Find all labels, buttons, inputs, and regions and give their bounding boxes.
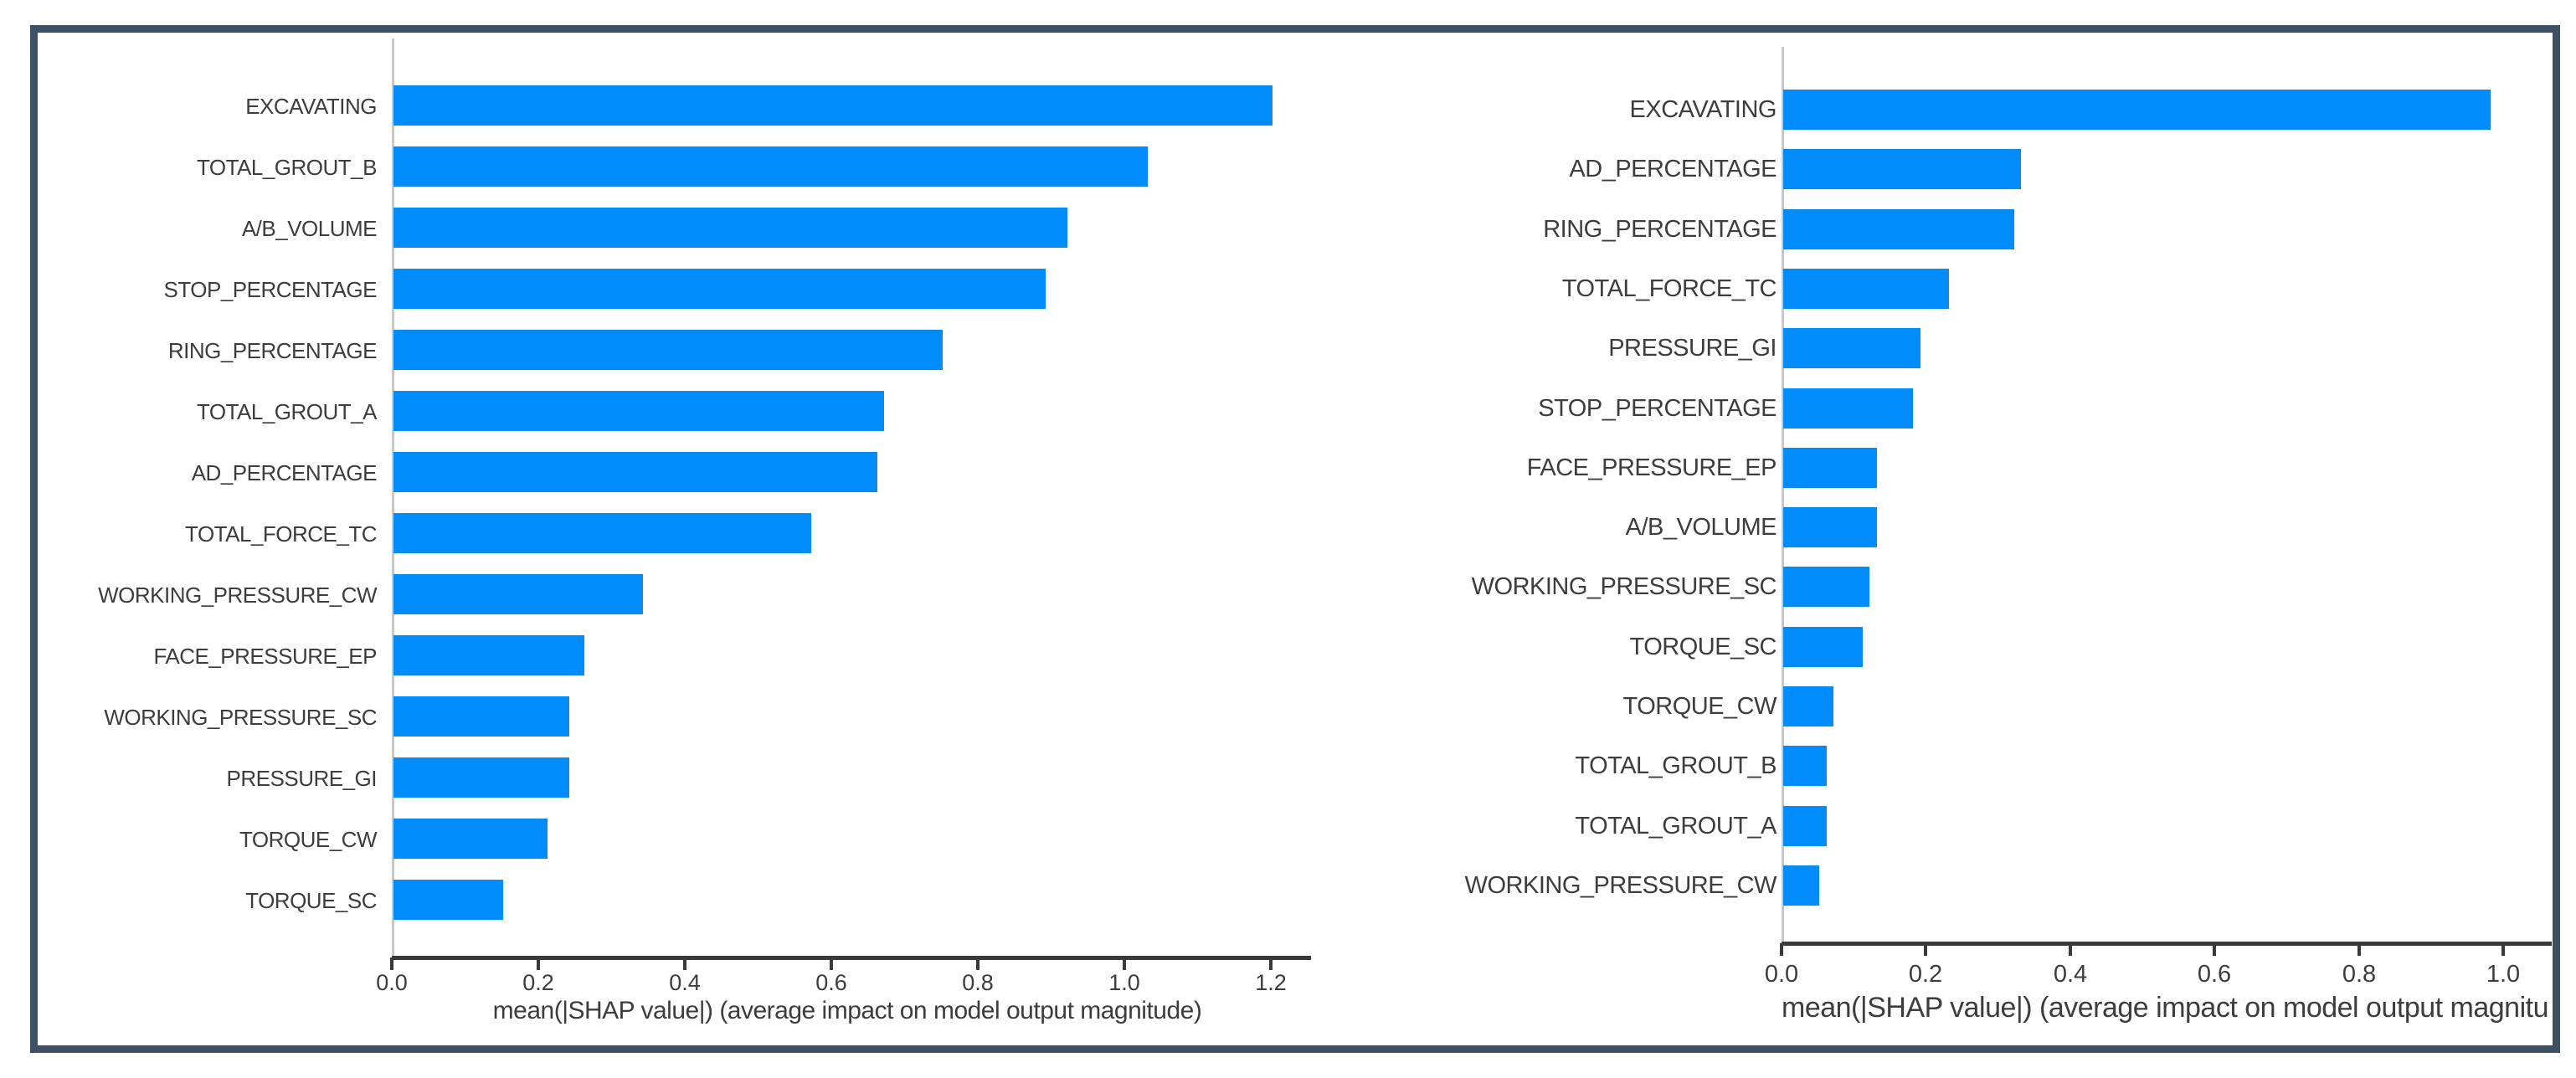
x-tick-label: 0.0 [376,970,408,995]
y-axis-spine [1782,47,1784,943]
bar-a-b-volume [393,208,1067,248]
y-axis-spine [392,38,394,957]
bar-total-grout-a [393,391,884,431]
y-tick-label: WORKING_PRESSURE_CW [98,583,377,608]
y-tick-label: TORQUE_CW [239,827,378,852]
bar-pressure-gi [1783,328,1920,368]
y-tick-label: STOP_PERCENTAGE [163,277,378,302]
x-tick-mark [390,957,393,970]
y-tick-label: TOTAL_GROUT_B [1575,752,1776,779]
bar-working-pressure-sc [1783,567,1869,607]
shap-bar-chart-right: EXCAVATING AD_PERCENTAGE RING_PERCENTAGE TO… [38,33,2552,1045]
bar-excavating [393,85,1273,126]
x-tick-mark [830,957,833,970]
x-tick-label: 0.8 [962,970,994,995]
bar-working-pressure-sc [393,696,569,737]
y-tick-label: A/B_VOLUME [241,216,378,241]
y-tick-label: A/B_VOLUME [1625,514,1777,541]
bar-total-force-tc [393,513,811,553]
y-tick-label: TOTAL_FORCE_TC [1561,275,1777,302]
y-tick-label: WORKING_PRESSURE_SC [1471,573,1777,600]
x-tick-mark [2213,943,2216,956]
bar-stop-percentage [393,269,1046,309]
y-tick-label: RING_PERCENTAGE [1543,216,1776,243]
x-tick-label: 0.6 [2197,961,2232,988]
x-tick-label: 1.2 [1255,970,1287,995]
y-tick-label: EXCAVATING [1629,96,1777,123]
y-tick-label: EXCAVATING [245,94,377,119]
y-tick-label: AD_PERCENTAGE [1569,156,1776,182]
bar-torque-cw [1783,686,1833,726]
x-tick-mark [1924,943,1927,956]
y-tick-label: TORQUE_SC [245,888,377,913]
bar-face-pressure-ep [1783,448,1877,488]
bar-working-pressure-cw [393,574,643,614]
y-tick-label: WORKING_PRESSURE_CW [1464,872,1777,899]
y-tick-label: TORQUE_CW [1622,693,1777,720]
bar-total-grout-a [1783,806,1827,846]
x-tick-mark [2357,943,2361,956]
y-tick-label: FACE_PRESSURE_EP [153,644,377,669]
x-tick-mark [976,957,979,970]
x-axis-line [392,956,1311,960]
y-tick-label: PRESSURE_GI [226,766,378,791]
bar-stop-percentage [1783,388,1913,429]
y-tick-label: WORKING_PRESSURE_SC [104,705,377,730]
y-tick-label: RING_PERCENTAGE [167,338,378,363]
x-tick-label: 0.2 [522,970,554,995]
bar-total-grout-b [1783,746,1827,786]
x-tick-label: 0.0 [1764,961,1799,988]
x-tick-mark [683,957,686,970]
x-tick-mark [537,957,540,970]
shap-bar-chart-left: EXCAVATING TOTAL_GROUT_B A/B_VOLUME STOP_PE… [38,33,2552,1045]
bar-total-grout-b [393,146,1148,187]
bar-torque-sc [1783,627,1863,667]
y-tick-label: TORQUE_SC [1629,634,1777,660]
x-tick-mark [2069,943,2072,956]
x-tick-mark [2501,943,2505,956]
x-axis-title: mean(|SHAP value|) (average impact on mo… [492,997,1202,1024]
x-tick-label: 0.6 [815,970,847,995]
bar-face-pressure-ep [393,635,584,675]
x-tick-mark [1123,957,1126,970]
bar-a-b-volume [1783,507,1877,547]
x-axis-line [1782,942,2552,946]
bar-ring-percentage [1783,209,2014,249]
y-tick-label: TOTAL_GROUT_A [1575,813,1776,839]
x-tick-label: 1.0 [2486,961,2521,988]
y-tick-label: TOTAL_GROUT_B [196,155,378,180]
y-tick-label: TOTAL_GROUT_A [196,399,378,424]
x-tick-label: 0.8 [2342,961,2377,988]
x-tick-label: 0.2 [1908,961,1943,988]
y-tick-label: STOP_PERCENTAGE [1538,395,1776,422]
x-tick-mark [1269,957,1273,970]
bar-ad-percentage [1783,149,2021,189]
x-tick-label: 0.4 [2053,961,2088,988]
figure-clip-area: EXCAVATING TOTAL_GROUT_B A/B_VOLUME STOP_PE… [38,33,2552,1045]
x-tick-label: 0.4 [669,970,701,995]
bar-ad-percentage [393,452,877,492]
bar-ring-percentage [393,330,943,370]
bar-total-force-tc [1783,269,1949,309]
bar-pressure-gi [393,757,569,798]
figure-inner: EXCAVATING TOTAL_GROUT_B A/B_VOLUME STOP_PE… [38,33,2552,1045]
x-axis-title: mean(|SHAP value|) (average impact on mo… [1782,992,2548,1024]
bar-torque-cw [393,819,548,859]
y-tick-label: FACE_PRESSURE_EP [1526,454,1777,481]
bar-excavating [1783,90,2491,130]
bar-torque-sc [393,880,503,920]
x-tick-label: 1.0 [1108,970,1140,995]
y-tick-label: TOTAL_FORCE_TC [185,521,377,547]
y-tick-label: AD_PERCENTAGE [191,460,378,485]
y-tick-label: PRESSURE_GI [1608,335,1776,362]
x-tick-mark [1780,943,1783,956]
bar-working-pressure-cw [1783,865,1819,906]
